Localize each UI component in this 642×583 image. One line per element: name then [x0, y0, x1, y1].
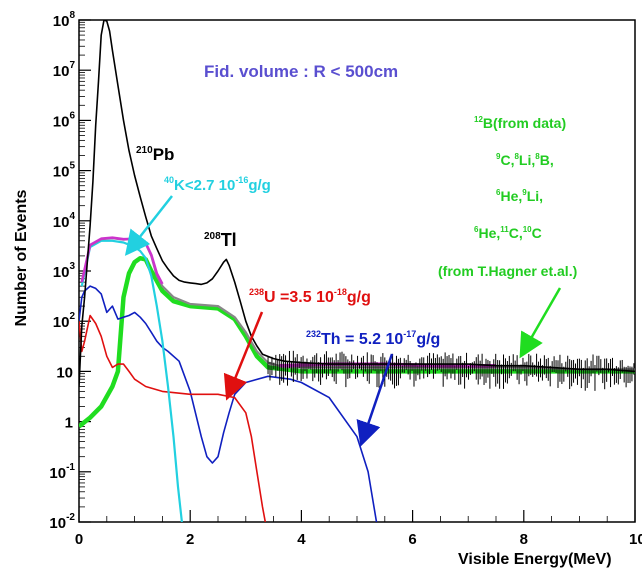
- cosmo-line-3: 6He,9Li,: [496, 188, 543, 204]
- series-total-line: [79, 20, 635, 387]
- th232-arrow: [356, 353, 394, 447]
- series-th232-line: [79, 285, 378, 522]
- pb210-label: 210Pb: [136, 145, 174, 164]
- cosmo-line-2: 9C,8Li,8B,: [496, 152, 554, 168]
- y-axis-title: Number of Events: [13, 189, 30, 326]
- x-tick-label: 10: [629, 531, 642, 548]
- cosmogenic-arrow: [519, 287, 562, 359]
- total-noise-tail: [267, 350, 635, 391]
- k40-arrow: [124, 195, 173, 256]
- cosmo-line-1: 12B(from data): [474, 115, 566, 131]
- x-tick-label: 4: [297, 531, 306, 548]
- x-tick-label: 6: [408, 531, 416, 548]
- y-tick-label: 10-1: [49, 462, 75, 482]
- tl208-label: 208Tl: [204, 230, 237, 250]
- x-tick-label: 8: [520, 531, 528, 548]
- u238-label: 238U =3.5 10-18g/g: [249, 287, 371, 306]
- th232-label: 232Th = 5.2 10-17g/g: [306, 329, 440, 348]
- y-tick-label: 103: [53, 261, 76, 281]
- series-k40-line: [80, 239, 183, 522]
- y-tick-label: 102: [53, 311, 76, 331]
- cosmo-line-4: 6He,11C,10C: [474, 225, 542, 241]
- y-tick-label: 104: [53, 211, 76, 231]
- cosmogenic-label: 12B(from data) 9C,8Li,8B, 6He,9Li, 6He,1…: [438, 115, 577, 279]
- series-u238-line: [79, 314, 267, 522]
- x-axis-title: Visible Energy(MeV): [458, 551, 612, 568]
- y-tick-label: 1: [65, 415, 73, 432]
- y-tick-label: 107: [53, 60, 76, 80]
- fid-volume-label: Fid. volume : R < 500cm: [204, 62, 398, 81]
- x-tick-label: 0: [75, 531, 83, 548]
- y-tick-label: 106: [53, 110, 76, 130]
- x-tick-label: 2: [186, 531, 194, 548]
- y-tick-label: 105: [53, 161, 76, 181]
- y-tick-label: 108: [53, 10, 76, 30]
- cosmo-line-5: (from T.Hagner et.al.): [438, 263, 577, 279]
- x-axis-ticks: 0 2 4 6 8 10: [75, 510, 642, 548]
- k40-label: 40K<2.7 10-16g/g: [164, 175, 271, 194]
- y-tick-label: 10-2: [49, 512, 75, 532]
- y-tick-label: 10: [56, 364, 73, 381]
- u238-arrow: [223, 311, 264, 401]
